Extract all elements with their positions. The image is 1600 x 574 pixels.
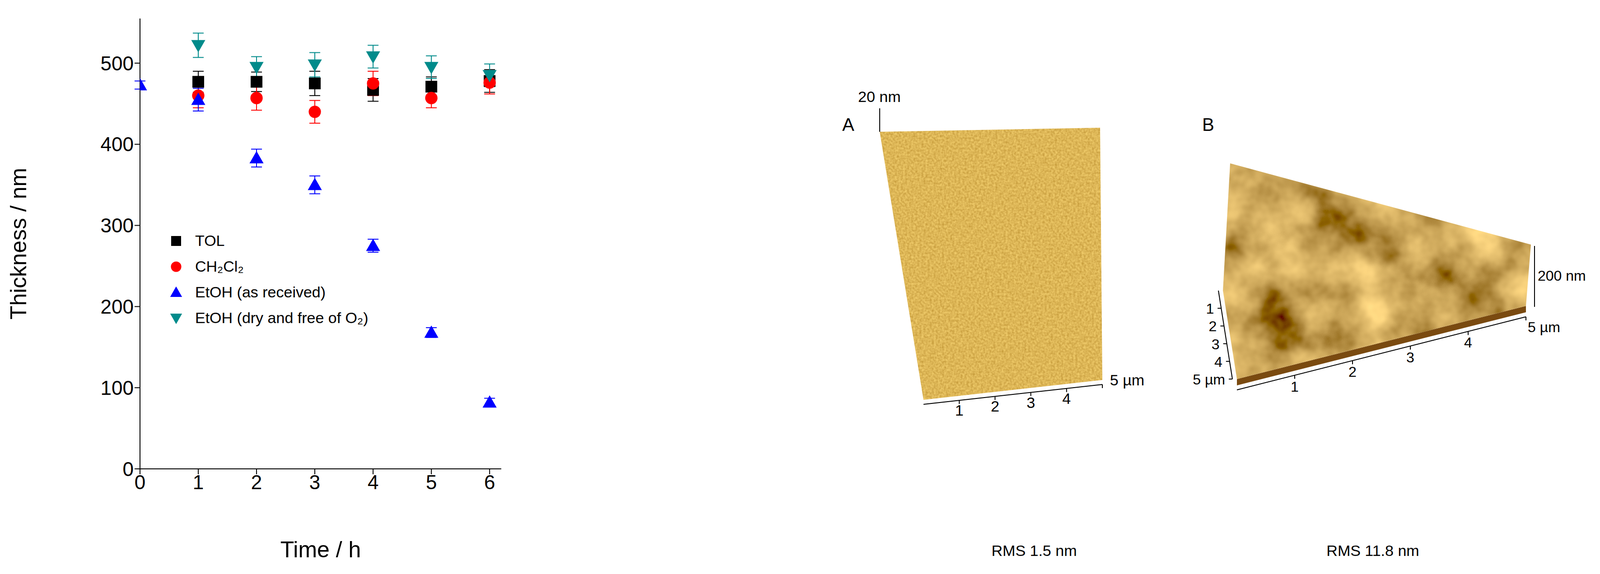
svg-text:1: 1 — [955, 401, 964, 420]
svg-text:4: 4 — [1062, 390, 1071, 408]
svg-text:400: 400 — [100, 133, 134, 156]
svg-text:1: 1 — [1290, 378, 1299, 396]
html-text:CH₂Cl₂: CH₂Cl₂ — [195, 257, 244, 276]
svg-text:6: 6 — [484, 471, 495, 494]
svg-text:Time / h: Time / h — [280, 537, 362, 563]
svg-text:B: B — [1202, 114, 1215, 135]
svg-text:2: 2 — [251, 471, 262, 494]
svg-text:0: 0 — [122, 458, 134, 481]
svg-text:3: 3 — [309, 471, 321, 494]
svg-text:200 nm: 200 nm — [1537, 267, 1587, 285]
svg-text:3: 3 — [1406, 349, 1415, 366]
svg-text:5 µm: 5 µm — [1110, 371, 1145, 389]
svg-text:100: 100 — [100, 377, 134, 400]
svg-text:A: A — [842, 114, 855, 135]
svg-text:1: 1 — [1205, 300, 1214, 318]
svg-text:2: 2 — [990, 397, 1000, 416]
svg-text:Thickness / nm: Thickness / nm — [5, 167, 32, 320]
svg-text:500: 500 — [100, 52, 134, 75]
html-text:EtOH (as received): EtOH (as received) — [195, 283, 326, 301]
svg-text:4: 4 — [1214, 354, 1223, 371]
svg-text:5: 5 — [425, 471, 437, 494]
svg-text:300: 300 — [100, 214, 134, 237]
svg-text:200: 200 — [100, 295, 134, 318]
svg-text:1: 1 — [192, 471, 204, 494]
svg-text:5 µm: 5 µm — [1192, 371, 1226, 388]
svg-text:20 nm: 20 nm — [858, 88, 901, 106]
svg-text:3: 3 — [1026, 394, 1036, 412]
svg-text:4: 4 — [367, 471, 379, 494]
svg-text:5 µm: 5 µm — [1527, 319, 1561, 336]
svg-text:2: 2 — [1348, 363, 1357, 381]
svg-text:RMS 1.5 nm: RMS 1.5 nm — [991, 542, 1078, 560]
svg-text:4: 4 — [1464, 334, 1473, 351]
html-text:TOL: TOL — [195, 232, 225, 250]
html-text:EtOH (dry and free of O₂): EtOH (dry and free of O₂) — [195, 309, 369, 327]
svg-text:RMS 11.8 nm: RMS 11.8 nm — [1326, 542, 1419, 560]
svg-text:0: 0 — [134, 471, 146, 494]
svg-text:2: 2 — [1208, 318, 1218, 335]
svg-text:3: 3 — [1211, 336, 1220, 353]
